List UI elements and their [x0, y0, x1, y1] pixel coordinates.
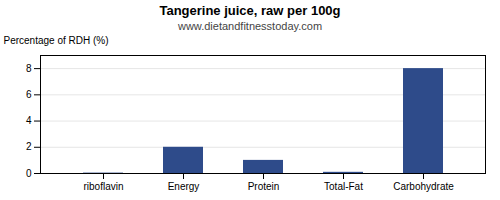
svg-text:riboflavin: riboflavin: [83, 181, 123, 192]
svg-text:Carbohydrate: Carbohydrate: [393, 181, 454, 192]
html-text:www.dietandfitnesstoday.com: www.dietandfitnesstoday.com: [178, 20, 322, 32]
svg-text:0: 0: [26, 168, 32, 179]
svg-text:4: 4: [26, 115, 32, 126]
svg-text:Percentage of RDH (%): Percentage of RDH (%): [4, 35, 109, 46]
svg-text:8: 8: [26, 63, 32, 74]
svg-text:Protein: Protein: [248, 181, 280, 192]
svg-text:6: 6: [26, 89, 32, 100]
html-text:Tangerine juice, raw per 100g: Tangerine juice, raw per 100g: [159, 3, 341, 18]
svg-text:2: 2: [26, 141, 32, 152]
svg-text:Total-Fat: Total-Fat: [324, 181, 363, 192]
svg-text:Energy: Energy: [168, 181, 200, 192]
